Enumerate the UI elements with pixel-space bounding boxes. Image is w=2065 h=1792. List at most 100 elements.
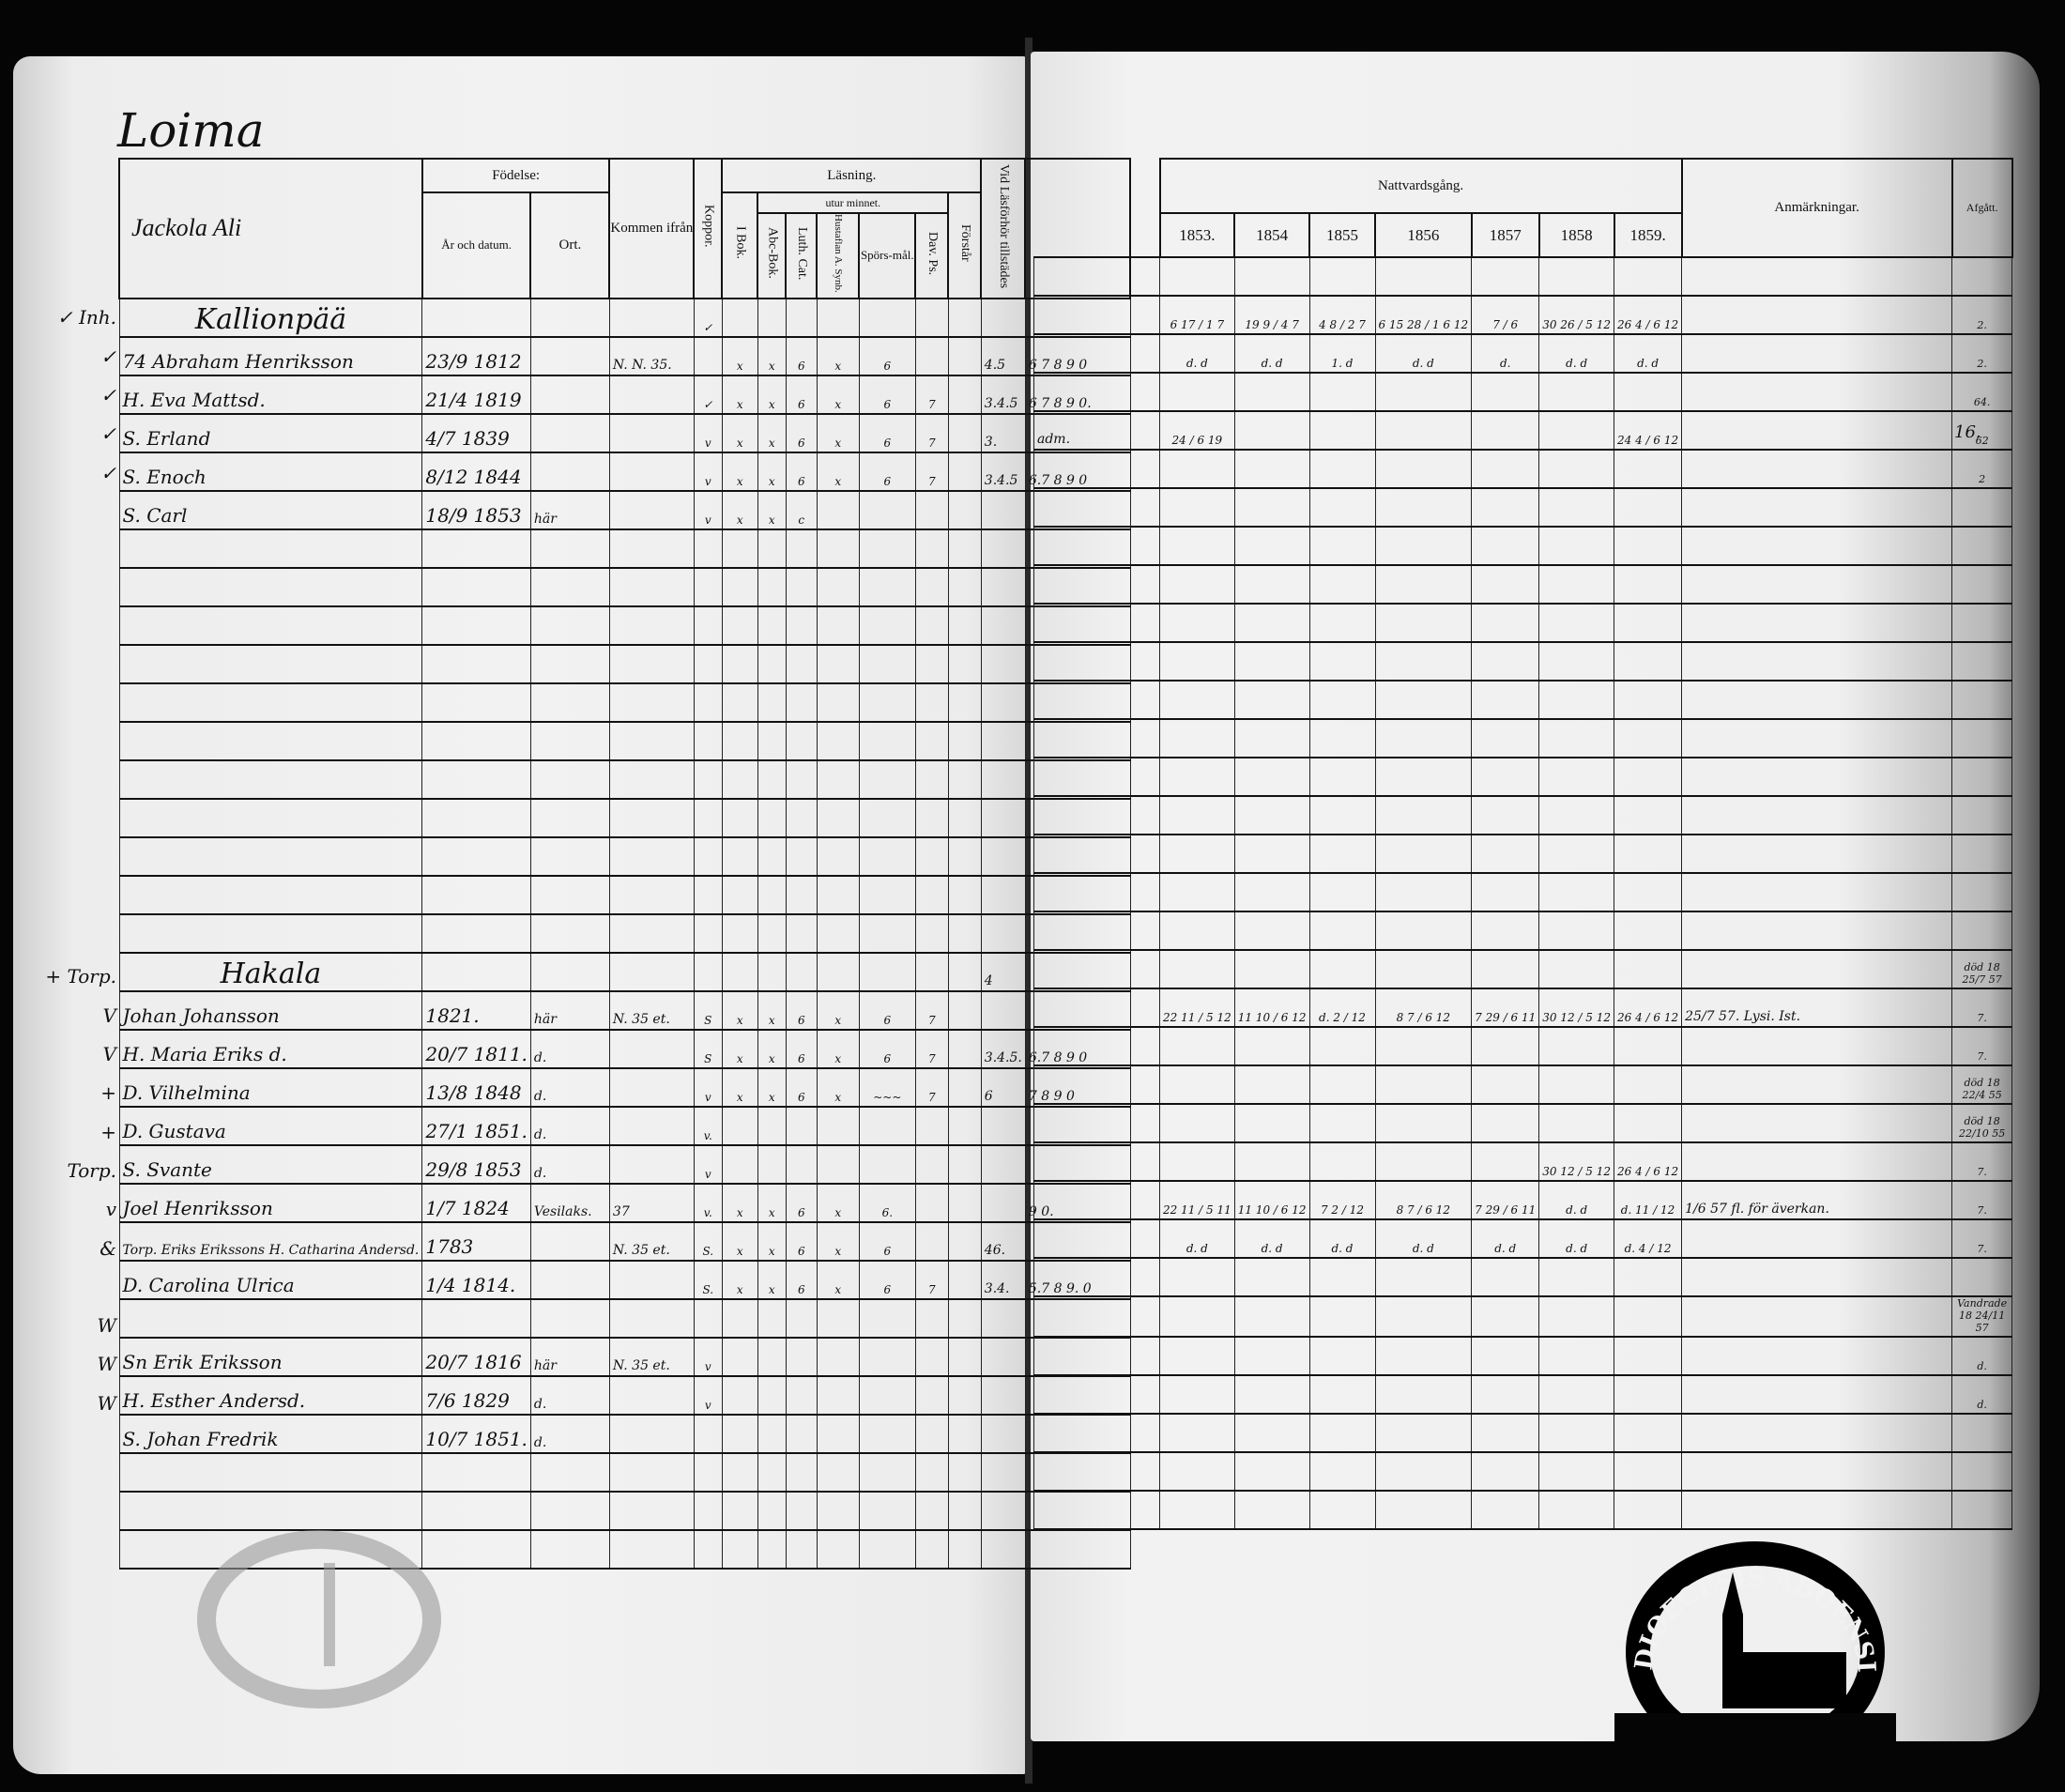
- entry-dav: 7: [927, 1051, 936, 1065]
- register-row-right: 22 11 / 5 11 11 10 / 6 12 7 2 / 12 8 7 / 6 …: [1033, 1181, 2013, 1220]
- cell-from: [608, 952, 695, 992]
- cell-date: [421, 682, 531, 723]
- cell-abc: [757, 798, 787, 838]
- cell-ibok: [721, 721, 758, 761]
- cell-forstar: [947, 452, 982, 492]
- cell-year: [1233, 1296, 1310, 1338]
- cell-year: [1538, 911, 1615, 951]
- margin-mark: V: [102, 1003, 116, 1027]
- cell-forstar: [947, 605, 982, 646]
- cell-year: [1159, 1142, 1235, 1182]
- cell-year: [1308, 1414, 1376, 1453]
- communion-entry: 1. d: [1331, 357, 1354, 370]
- entry-date: 1783: [425, 1234, 474, 1258]
- cell-note: [1033, 681, 1160, 720]
- cell-ibok: x: [721, 1067, 758, 1108]
- cell-luth: 6: [785, 990, 818, 1031]
- entry-name: Torp. Eriks Erikssons H. Catharina Ander…: [122, 1242, 420, 1258]
- cell-forstar: [947, 490, 982, 530]
- cell-date: 18/9 1853: [421, 490, 531, 530]
- cell-place: Vesilaks.: [529, 1183, 610, 1223]
- cell-from: [608, 567, 695, 607]
- cell-year: [1471, 1452, 1540, 1492]
- cell-date: 8/12 1844: [421, 452, 531, 492]
- cell-dav: 7: [914, 990, 949, 1031]
- cell-year: [1233, 1414, 1310, 1453]
- cell-name: [118, 721, 423, 761]
- cell-year: [1538, 873, 1615, 912]
- cell-forstar: [947, 375, 982, 415]
- section-heading: Hakala: [220, 957, 322, 990]
- cell-note: [1033, 1375, 1160, 1415]
- cell-luth: 6: [785, 452, 818, 492]
- cell-lasforhor: [980, 1529, 1026, 1570]
- cell-year: [1308, 373, 1376, 412]
- cell-afgatt: [1951, 1414, 2013, 1453]
- cell-lasforhor: 3.4.: [980, 1260, 1026, 1300]
- cell-name: H. Eva Mattsd.: [118, 375, 423, 415]
- entry-ibok: x: [736, 513, 743, 527]
- cell-dav: [914, 1298, 949, 1339]
- entry-afgatt: 7.: [1977, 1243, 1987, 1255]
- entry-luth: 6: [797, 397, 805, 411]
- register-row-right: [1033, 565, 2013, 605]
- cell-ibok: [721, 1144, 758, 1185]
- cell-place: [529, 913, 610, 954]
- margin-mark: +: [100, 1081, 116, 1105]
- cell-year: [1308, 488, 1376, 528]
- cell-year: [1538, 604, 1615, 643]
- entry-lasforhor: 4: [984, 973, 993, 988]
- header-dav: Dav. Ps.: [914, 212, 950, 299]
- cell-remarks: [1681, 796, 1953, 835]
- cell-koppor: [693, 644, 723, 684]
- entry-dav: 7: [927, 1090, 936, 1104]
- register-row: [118, 913, 1131, 954]
- register-row-right: död 18 22/10 55: [1033, 1104, 2013, 1143]
- cell-ibok: x: [721, 375, 758, 415]
- entry-name: S. Carl: [122, 503, 188, 527]
- cell-year: [1374, 565, 1473, 605]
- cell-ibok: [721, 528, 758, 569]
- cell-hust: [816, 836, 860, 877]
- cell-afgatt: [1951, 1491, 2013, 1530]
- cell-forstar: [947, 990, 982, 1031]
- register-row: S. Carl 18/9 1853 här v x x c: [118, 490, 1131, 530]
- cell-koppor: [693, 336, 723, 376]
- entry-koppor: v: [704, 1167, 711, 1181]
- cell-abc: [757, 567, 787, 607]
- cell-spors: [858, 721, 916, 761]
- cell-afgatt: [1951, 796, 2013, 835]
- cell-year: [1614, 796, 1683, 835]
- entry-ibok: x: [736, 436, 743, 450]
- cell-spors: 6: [858, 1260, 916, 1300]
- cell-year: d. d: [1538, 334, 1615, 374]
- register-row-right: d.: [1033, 1375, 2013, 1415]
- cell-date: [421, 759, 531, 800]
- register-row: [118, 875, 1131, 915]
- communion-entry: d. 11 / 12: [1620, 1203, 1675, 1217]
- cell-year: [1374, 1452, 1473, 1492]
- cell-place: [529, 452, 610, 492]
- cell-note: [1033, 796, 1160, 835]
- cell-name: S. Svante: [118, 1144, 423, 1185]
- cell-dav: [914, 1491, 949, 1531]
- cell-remarks: [1681, 296, 1953, 335]
- entry-abc: x: [768, 1282, 775, 1296]
- cell-dav: [914, 1414, 949, 1454]
- cell-remarks: [1681, 1375, 1953, 1415]
- cell-remarks: [1681, 1337, 1953, 1376]
- cell-forstar: [947, 1375, 982, 1416]
- register-row-right: d.: [1033, 1337, 2013, 1376]
- cell-year: [1471, 1027, 1540, 1066]
- cell-spors: [858, 528, 916, 569]
- entry-koppor: S: [704, 1051, 712, 1065]
- outside-note: 16.: [1954, 422, 1981, 443]
- entry-koppor: S: [704, 1013, 712, 1027]
- cell-abc: [757, 1337, 787, 1377]
- cell-luth: [785, 875, 818, 915]
- cell-year: [1471, 873, 1540, 912]
- cell-year: [1374, 257, 1473, 297]
- header-ibok: I Bok.: [721, 191, 759, 299]
- cell-year: 30 26 / 5 12: [1538, 296, 1615, 335]
- cell-name: [118, 759, 423, 800]
